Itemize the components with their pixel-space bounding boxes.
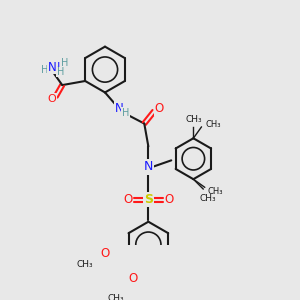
Text: O: O bbox=[128, 272, 137, 286]
Text: H: H bbox=[40, 65, 48, 75]
Text: CH₃: CH₃ bbox=[107, 294, 124, 300]
Text: CH₃: CH₃ bbox=[207, 187, 223, 196]
Text: H: H bbox=[44, 64, 51, 74]
Text: H: H bbox=[61, 58, 68, 68]
Text: CH₃: CH₃ bbox=[206, 120, 221, 129]
Text: CH₃: CH₃ bbox=[77, 260, 94, 269]
Text: N: N bbox=[144, 160, 153, 173]
Text: O: O bbox=[154, 102, 164, 115]
Text: O: O bbox=[100, 247, 110, 260]
Text: O: O bbox=[47, 94, 56, 104]
Text: N: N bbox=[48, 61, 57, 74]
Text: O: O bbox=[164, 193, 173, 206]
Text: N: N bbox=[116, 102, 124, 115]
Text: H: H bbox=[122, 108, 129, 118]
Text: O: O bbox=[123, 193, 133, 206]
Text: N: N bbox=[52, 62, 61, 72]
Text: CH₃: CH₃ bbox=[185, 115, 202, 124]
Text: H: H bbox=[57, 67, 64, 77]
Text: S: S bbox=[144, 193, 153, 206]
Text: CH₃: CH₃ bbox=[200, 194, 216, 203]
